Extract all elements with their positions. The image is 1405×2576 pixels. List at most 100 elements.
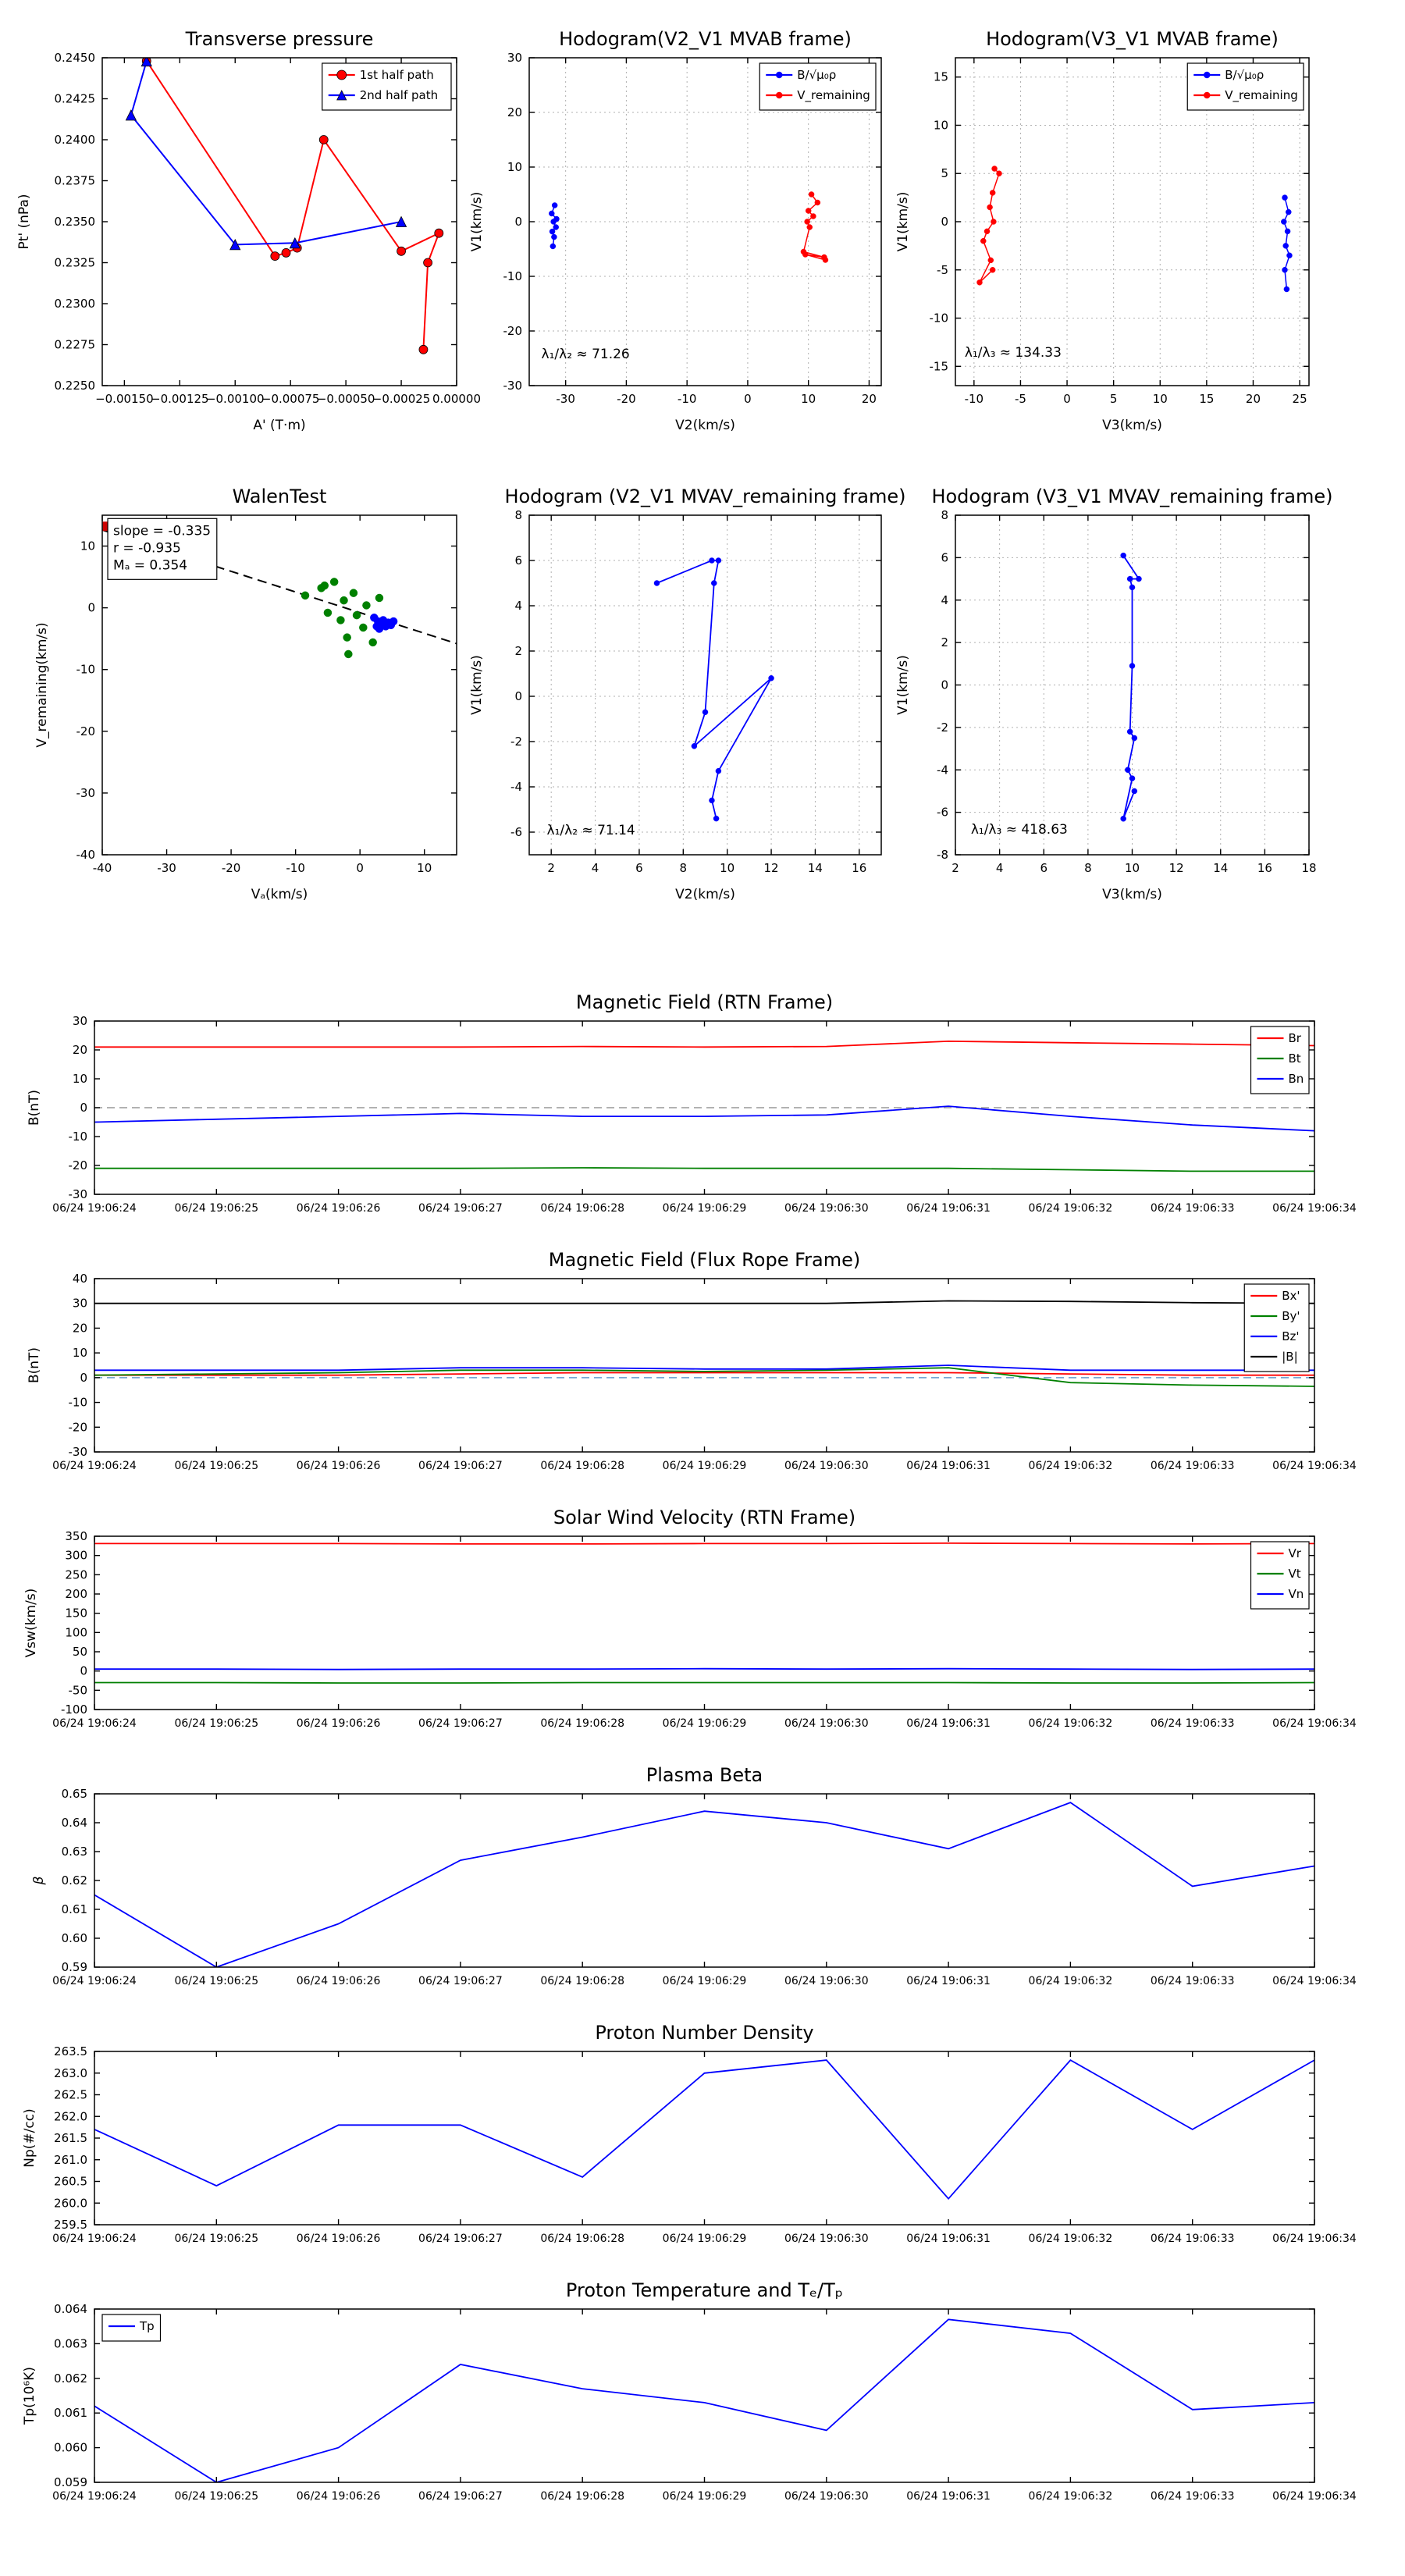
plot-canvas: -30 -20 -10 0 10 20 -30 -20 -10 0 10 20 30 Hodogram(V… xyxy=(469,28,882,433)
x-tick-label: 06/24 19:06:33 xyxy=(1151,1460,1235,1472)
x-tick-label: 06/24 19:06:25 xyxy=(174,2233,258,2245)
legend-label: Br xyxy=(1289,1031,1302,1045)
legend-label: V_remaining xyxy=(797,88,870,103)
x-tick-label: 14 xyxy=(1213,861,1228,875)
x-tick-label: 06/24 19:06:24 xyxy=(52,2233,137,2245)
x-tick-label: 06/24 19:06:32 xyxy=(1029,1717,1113,1730)
x-tick-label: 06/24 19:06:33 xyxy=(1151,1975,1235,1987)
x-tick-label: 4 xyxy=(592,861,599,875)
chart-magnetic-field-rtn: 06/24 19:06:24 06/24 19:06:25 06/24 19:06:… xyxy=(0,985,1405,1236)
x-tick-label: 20 xyxy=(862,392,877,406)
x-tick-label: 2 xyxy=(951,861,959,875)
legend-label: Bz' xyxy=(1282,1329,1299,1343)
y-axis-label: Tp(10⁶K) xyxy=(22,2367,37,2425)
series-layer xyxy=(94,2318,1314,2482)
x-tick-label: 06/24 19:06:25 xyxy=(174,1717,258,1730)
series-layer xyxy=(125,58,444,354)
series-By-prime xyxy=(94,1367,1314,1387)
series-B-magnitude xyxy=(94,1300,1314,1304)
y-tick-label: 150 xyxy=(65,1606,87,1621)
legend-label: V_remaining xyxy=(1225,88,1298,103)
chart-title: Magnetic Field (RTN Frame) xyxy=(576,991,833,1013)
y-tick-label: 0.65 xyxy=(62,1787,87,1801)
series-layer xyxy=(1120,552,1142,822)
y-tick-label: 8 xyxy=(514,508,522,522)
y-axis-label: V_remaining(km/s) xyxy=(34,622,50,747)
x-tick-label: −0.00025 xyxy=(372,392,431,406)
x-tick-label: 06/24 19:06:30 xyxy=(784,2490,869,2503)
chart-hodogram-v3v1-mvab: -10 -5 0 5 10 15 20 25 -15 -10 -5 0 5 10 15 Hodogram(V3… xyxy=(860,6,1405,457)
y-tick-label: 10 xyxy=(73,1072,87,1086)
series-Bz-prime xyxy=(94,1364,1314,1372)
legend-box xyxy=(1186,62,1304,111)
plot-canvas: 06/24 19:06:24 06/24 19:06:25 06/24 19:06:… xyxy=(31,1764,1357,1987)
series-Np xyxy=(94,2058,1314,2201)
y-tick-label: -10 xyxy=(76,663,96,677)
y-tick-label: 0.061 xyxy=(54,2406,87,2420)
x-tick-label: −0.00150 xyxy=(95,392,154,406)
y-tick-label: -30 xyxy=(69,1187,88,1201)
y-tick-label: 20 xyxy=(73,1043,87,1057)
x-tick-label: -20 xyxy=(617,392,636,406)
x-tick-label: −0.00100 xyxy=(206,392,265,406)
x-tick-label: 06/24 19:06:32 xyxy=(1029,2233,1113,2245)
y-tick-label: 250 xyxy=(65,1567,87,1582)
plot-canvas: 06/24 19:06:24 06/24 19:06:25 06/24 19:06:… xyxy=(22,2279,1357,2503)
annotation-box xyxy=(107,518,218,580)
y-tick-label: 15 xyxy=(934,70,948,84)
axes-frame xyxy=(94,1278,1315,1453)
y-tick-label: 0 xyxy=(80,1371,87,1385)
x-tick-label: 06/24 19:06:26 xyxy=(297,1460,381,1472)
y-tick-label: 259.5 xyxy=(54,2218,87,2232)
y-tick-label: 260.0 xyxy=(54,2196,87,2210)
x-tick-label: 06/24 19:06:32 xyxy=(1029,1975,1113,1987)
y-tick-label: 0.2275 xyxy=(55,338,96,352)
chart-title: Hodogram (V2_V1 MVAV_remaining frame) xyxy=(504,486,905,507)
series-Vt xyxy=(94,1681,1314,1684)
y-tick-label: -4 xyxy=(510,780,522,794)
series-V-remaining xyxy=(802,194,826,261)
annotation-text: λ₁/λ₃ ≈ 134.33 xyxy=(965,345,1062,361)
x-tick-label: 06/24 19:06:32 xyxy=(1029,1460,1113,1472)
annotation-text: λ₁/λ₃ ≈ 418.63 xyxy=(971,822,1068,838)
legend-label: Vt xyxy=(1289,1567,1301,1581)
chart-title: Hodogram(V2_V1 MVAB frame) xyxy=(559,28,852,50)
y-tick-label: 261.0 xyxy=(54,2153,87,2167)
y-tick-label: 0.063 xyxy=(54,2336,87,2350)
x-tick-label: -20 xyxy=(222,861,241,875)
y-tick-label: -100 xyxy=(61,1703,87,1717)
y-tick-label: -30 xyxy=(76,786,96,800)
y-tick-label: 0.2450 xyxy=(55,51,96,65)
series-layer xyxy=(94,2058,1314,2201)
y-tick-label: 0.2425 xyxy=(55,92,96,106)
y-tick-label: 6 xyxy=(514,553,522,568)
x-tick-label: 10 xyxy=(801,392,816,406)
x-tick-label: 06/24 19:06:27 xyxy=(418,1202,503,1215)
series-Bt xyxy=(94,1167,1314,1172)
x-tick-label: 06/24 19:06:31 xyxy=(906,2490,991,2503)
y-tick-label: -15 xyxy=(930,359,949,373)
x-axis-label: V2(km/s) xyxy=(675,887,735,902)
x-tick-label: 06/24 19:06:31 xyxy=(906,2233,991,2245)
x-tick-label: 14 xyxy=(808,861,823,875)
series-layer xyxy=(94,1802,1314,1967)
y-tick-label: 0.59 xyxy=(62,1960,87,1974)
y-tick-label: 300 xyxy=(65,1549,87,1563)
chart-title: Transverse pressure xyxy=(185,28,374,50)
y-tick-label: 261.5 xyxy=(54,2131,87,2145)
series-Tp xyxy=(94,2318,1314,2482)
y-tick-label: -50 xyxy=(69,1683,88,1697)
y-tick-label: 0 xyxy=(514,689,522,703)
chart-solar-wind-velocity: 06/24 19:06:24 06/24 19:06:25 06/24 19:06:… xyxy=(0,1500,1405,1752)
x-tick-label: 12 xyxy=(764,861,779,875)
y-tick-label: 0.2375 xyxy=(55,174,96,188)
chart-title: Hodogram (V3_V1 MVAV_remaining frame) xyxy=(931,486,1332,507)
x-tick-label: 06/24 19:06:25 xyxy=(174,1460,258,1472)
y-tick-label: 260.5 xyxy=(54,2175,87,2189)
y-tick-label: 10 xyxy=(507,160,522,174)
legend-label: Bn xyxy=(1289,1072,1304,1086)
y-tick-label: 0 xyxy=(87,601,95,615)
y-tick-label: -6 xyxy=(937,806,948,820)
